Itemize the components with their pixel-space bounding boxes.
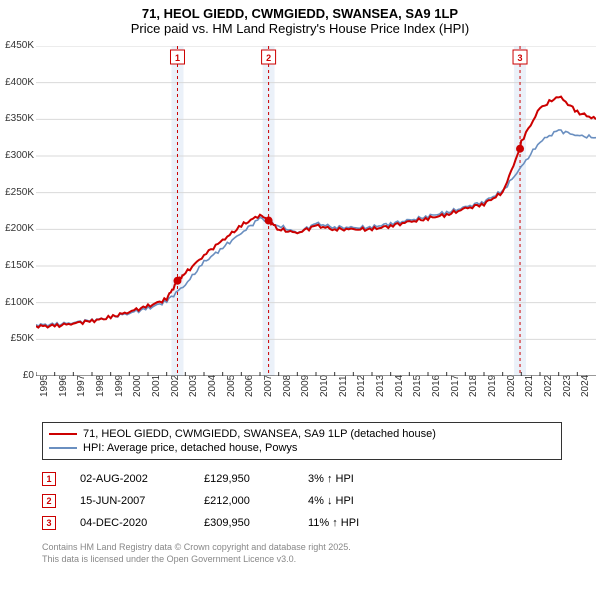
footer-line: This data is licensed under the Open Gov… (42, 554, 600, 566)
x-axis-tick: 2008 (282, 375, 293, 397)
chart-svg: 1 2 3 (36, 46, 596, 376)
x-axis-tick: 2021 (524, 375, 535, 397)
transaction-date: 04-DEC-2020 (80, 517, 180, 529)
title-line2: Price paid vs. HM Land Registry's House … (0, 21, 600, 36)
title-line1: 71, HEOL GIEDD, CWMGIEDD, SWANSEA, SA9 1… (0, 6, 600, 21)
x-axis-tick: 2024 (580, 375, 591, 397)
y-axis-tick: £100K (0, 297, 34, 308)
x-axis-tick: 1997 (76, 375, 87, 397)
x-axis-tick: 2011 (338, 375, 349, 397)
transaction-price: £129,950 (204, 473, 284, 485)
x-axis-tick: 2002 (170, 375, 181, 397)
y-axis-tick: £400K (0, 77, 34, 88)
legend-label: HPI: Average price, detached house, Powy… (83, 442, 297, 454)
y-axis-tick: £300K (0, 150, 34, 161)
x-axis-tick: 2018 (468, 375, 479, 397)
legend-item: HPI: Average price, detached house, Powy… (49, 441, 555, 455)
transactions-table: 1 02-AUG-2002 £129,950 3% ↑ HPI 2 15-JUN… (42, 468, 600, 534)
transaction-price: £309,950 (204, 517, 284, 529)
svg-text:3: 3 (518, 53, 523, 63)
transaction-date: 15-JUN-2007 (80, 495, 180, 507)
x-axis-tick: 2009 (300, 375, 311, 397)
table-row: 2 15-JUN-2007 £212,000 4% ↓ HPI (42, 490, 600, 512)
x-axis-tick: 2004 (207, 375, 218, 397)
x-axis-tick: 2014 (394, 375, 405, 397)
svg-text:2: 2 (266, 53, 271, 63)
x-axis-tick: 2013 (375, 375, 386, 397)
y-axis-tick: £0 (0, 370, 34, 381)
y-axis-tick: £250K (0, 187, 34, 198)
x-axis-tick: 2012 (356, 375, 367, 397)
transaction-marker-icon: 1 (42, 472, 56, 486)
x-axis-tick: 2022 (543, 375, 554, 397)
y-axis-tick: £150K (0, 260, 34, 271)
x-axis-tick: 2023 (562, 375, 573, 397)
legend: 71, HEOL GIEDD, CWMGIEDD, SWANSEA, SA9 1… (42, 422, 562, 460)
transaction-pct: 4% ↓ HPI (308, 495, 408, 507)
x-axis-tick: 2001 (151, 375, 162, 397)
x-axis-tick: 2020 (506, 375, 517, 397)
transaction-marker-icon: 2 (42, 494, 56, 508)
x-axis-tick: 2006 (244, 375, 255, 397)
x-axis-tick: 2005 (226, 375, 237, 397)
table-row: 3 04-DEC-2020 £309,950 11% ↑ HPI (42, 512, 600, 534)
table-row: 1 02-AUG-2002 £129,950 3% ↑ HPI (42, 468, 600, 490)
x-axis-tick: 2010 (319, 375, 330, 397)
transaction-date: 02-AUG-2002 (80, 473, 180, 485)
x-axis-tick: 2000 (132, 375, 143, 397)
price-chart: 123 £0£50K£100K£150K£200K£250K£300K£350K… (36, 46, 596, 376)
transaction-pct: 3% ↑ HPI (308, 473, 408, 485)
transaction-price: £212,000 (204, 495, 284, 507)
footer-attribution: Contains HM Land Registry data © Crown c… (42, 542, 600, 565)
x-axis-tick: 1998 (95, 375, 106, 397)
x-axis-tick: 2003 (188, 375, 199, 397)
y-axis-tick: £450K (0, 40, 34, 51)
footer-line: Contains HM Land Registry data © Crown c… (42, 542, 600, 554)
x-axis-tick: 2015 (412, 375, 423, 397)
x-axis-tick: 2019 (487, 375, 498, 397)
x-axis-tick: 1995 (39, 375, 50, 397)
legend-label: 71, HEOL GIEDD, CWMGIEDD, SWANSEA, SA9 1… (83, 428, 436, 440)
legend-item: 71, HEOL GIEDD, CWMGIEDD, SWANSEA, SA9 1… (49, 427, 555, 441)
y-axis-tick: £350K (0, 113, 34, 124)
legend-swatch (49, 447, 77, 449)
svg-text:1: 1 (175, 53, 180, 63)
x-axis-tick: 2017 (450, 375, 461, 397)
y-axis-tick: £50K (0, 333, 34, 344)
transaction-pct: 11% ↑ HPI (308, 517, 408, 529)
x-axis-tick: 2007 (263, 375, 274, 397)
x-axis-tick: 2016 (431, 375, 442, 397)
chart-title: 71, HEOL GIEDD, CWMGIEDD, SWANSEA, SA9 1… (0, 0, 600, 38)
transaction-marker-icon: 3 (42, 516, 56, 530)
x-axis-tick: 1996 (58, 375, 69, 397)
legend-swatch (49, 433, 77, 435)
x-axis-tick: 1999 (114, 375, 125, 397)
y-axis-tick: £200K (0, 223, 34, 234)
